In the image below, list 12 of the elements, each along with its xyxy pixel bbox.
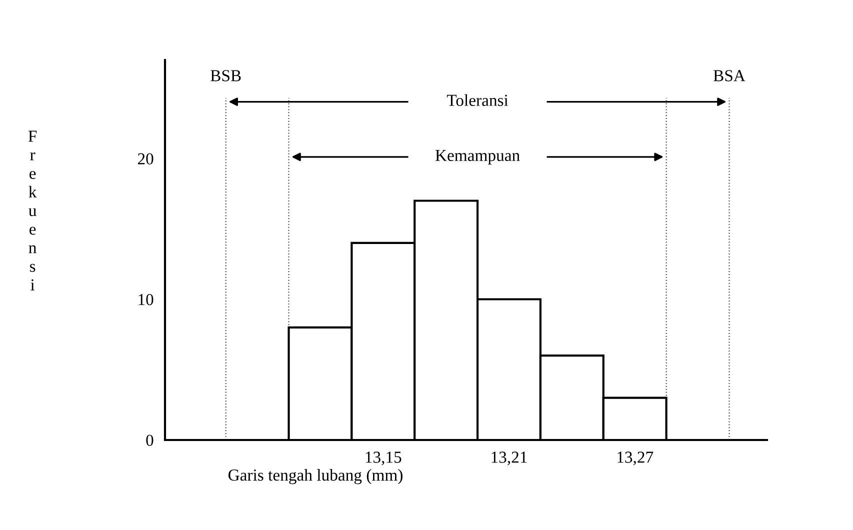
annotation: Toleransi xyxy=(446,94,508,106)
text: Frekuensi xyxy=(28,130,37,290)
annotation: Kemampuan xyxy=(435,150,520,164)
x-axis-title: Garis tengah lubang (mm) xyxy=(228,469,402,484)
ref-line-label: BSB xyxy=(210,70,241,82)
ref-line-label: BSA xyxy=(714,70,746,82)
x-tick-label: 13,21 xyxy=(492,452,527,466)
y-tick-label: 0 xyxy=(146,434,154,446)
x-tick-label: 13,27 xyxy=(618,452,654,466)
x-tick-label: 13,15 xyxy=(366,452,402,466)
y-tick-label: 20 xyxy=(138,153,154,164)
y-tick-label: 10 xyxy=(138,294,154,306)
